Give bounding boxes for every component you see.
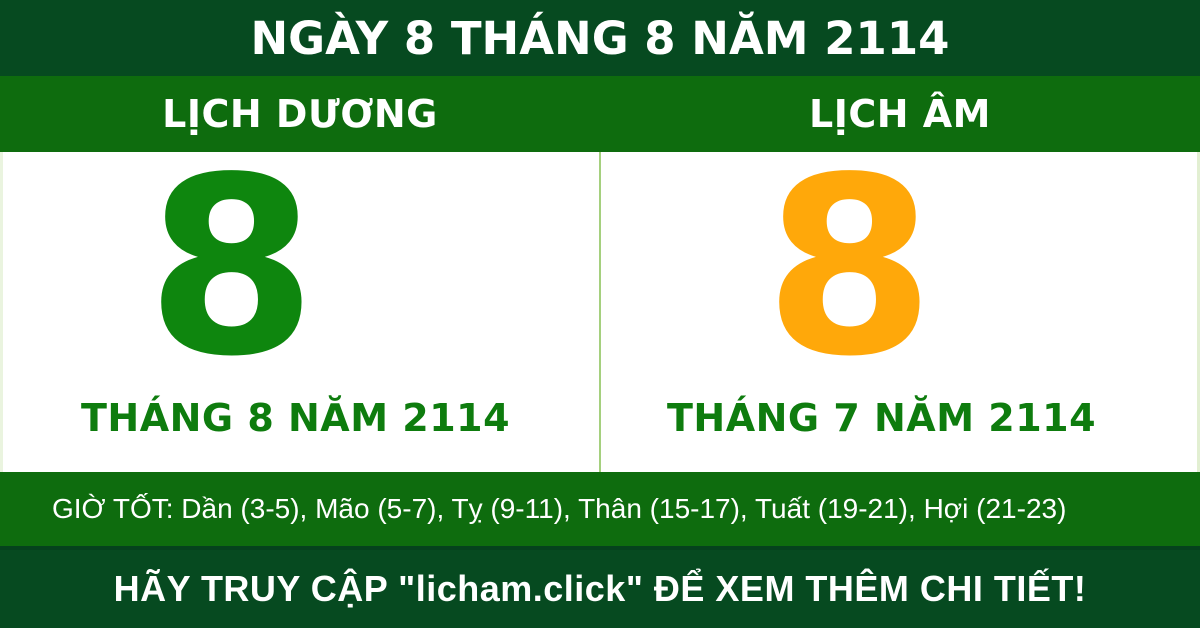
solar-month-year: THÁNG 8 NĂM 2114 bbox=[80, 396, 511, 440]
solar-calendar-panel: 8 THÁNG 8 NĂM 2114 bbox=[0, 125, 599, 472]
good-hours-text: GIỜ TỐT: Dần (3-5), Mão (5-7), Tỵ (9-11)… bbox=[52, 493, 1067, 524]
good-hours-bar: GIỜ TỐT: Dần (3-5), Mão (5-7), Tỵ (9-11)… bbox=[0, 472, 1200, 546]
calendar-type-band: LỊCH DƯƠNG LỊCH ÂM bbox=[0, 76, 1200, 152]
header: NGÀY 8 THÁNG 8 NĂM 2114 bbox=[0, 0, 1200, 76]
lunar-day-number: 8 bbox=[764, 125, 935, 410]
lunar-month-year: THÁNG 7 NĂM 2114 bbox=[666, 396, 1097, 440]
solar-calendar-label: LỊCH DƯƠNG bbox=[162, 92, 438, 136]
footer-banner: HÃY TRUY CẬP "licham.click" ĐỂ XEM THÊM … bbox=[0, 546, 1200, 628]
right-edge-border bbox=[1197, 152, 1200, 472]
page-title: NGÀY 8 THÁNG 8 NĂM 2114 bbox=[250, 11, 950, 65]
solar-day-number: 8 bbox=[146, 125, 317, 410]
footer-cta-text: HÃY TRUY CẬP "licham.click" ĐỂ XEM THÊM … bbox=[113, 568, 1087, 609]
lunar-calendar-label: LỊCH ÂM bbox=[809, 92, 991, 136]
column-divider bbox=[599, 152, 601, 472]
lunar-calendar-panel: 8 THÁNG 7 NĂM 2114 bbox=[601, 125, 1200, 472]
left-edge-border bbox=[0, 152, 3, 472]
calendar-body: 8 THÁNG 8 NĂM 2114 8 THÁNG 7 NĂM 2114 bbox=[0, 125, 1200, 472]
